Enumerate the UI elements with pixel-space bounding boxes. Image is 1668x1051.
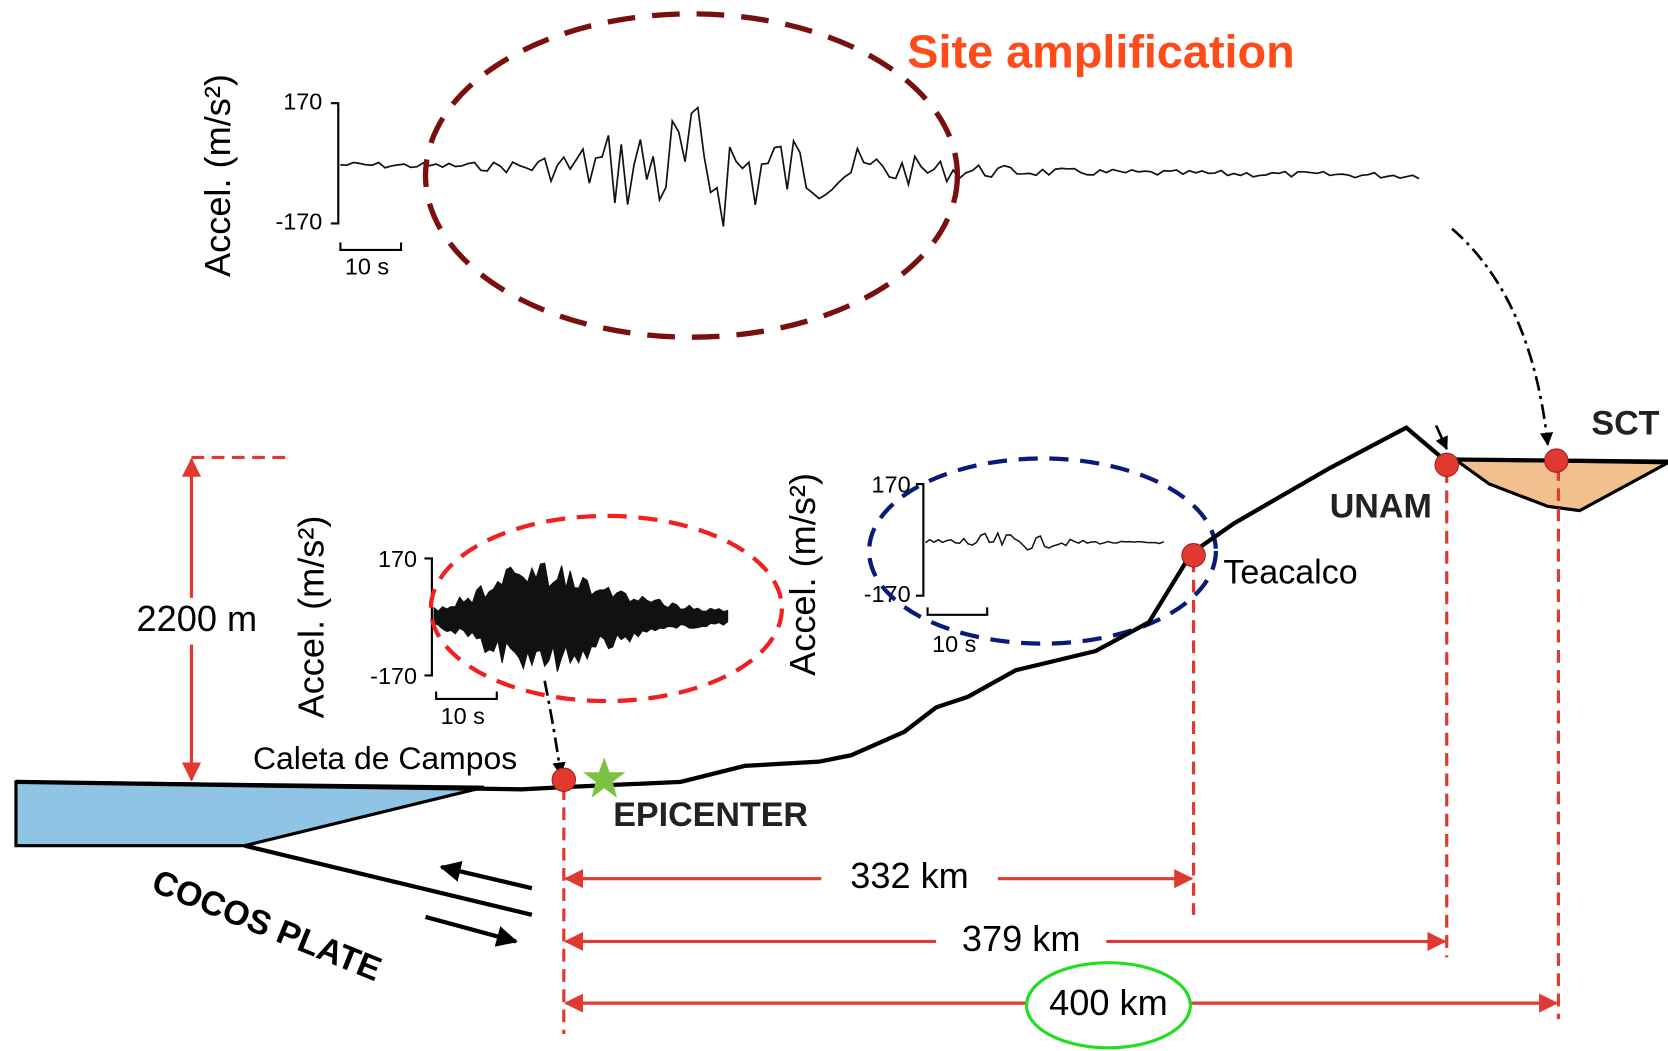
label-bg (117, 597, 266, 645)
y-label: Accel. (m/s²) (197, 74, 238, 277)
axis (424, 557, 498, 700)
y-label: Accel. (m/s²) (782, 473, 823, 676)
title: Site amplification (907, 26, 1294, 78)
station-marker (1181, 543, 1206, 568)
y-max: 170 (378, 546, 417, 572)
label-bg (821, 855, 998, 903)
label-bg (936, 918, 1107, 965)
seismogram: 170 -170 10 s Accel. (m/s²) (290, 513, 785, 729)
highlight-ellipse (428, 513, 785, 704)
ocean (14, 780, 485, 848)
motion-arrow (439, 860, 533, 891)
pointer-arrow (1451, 227, 1554, 446)
waveform (340, 105, 1420, 227)
station-label: Caleta de Campos (253, 740, 517, 776)
highlight-ellipse (866, 456, 1219, 646)
station-marker (1544, 448, 1569, 473)
station-marker (551, 767, 577, 792)
epicenter-star (582, 757, 626, 798)
height-label: 2200 m (136, 598, 257, 639)
distance-label: 332 km (850, 855, 969, 896)
distance-label: 400 km (1049, 982, 1168, 1023)
station-label: Teacalco (1223, 553, 1357, 591)
plate-label: COCOS PLATE (147, 863, 387, 989)
time-scale: 10 s (441, 703, 485, 729)
epicenter-label: EPICENTER (613, 796, 808, 834)
highlight-ellipse (422, 11, 961, 340)
distance-label: 379 km (962, 918, 1081, 959)
y-min: -170 (276, 209, 323, 235)
y-max: 170 (283, 88, 322, 114)
seismogram: 170 -170 10 s Accel. (m/s²) (782, 456, 1219, 676)
pointer-arrow (1434, 424, 1448, 451)
waveform (925, 531, 1165, 551)
plate-boundary (244, 843, 533, 917)
waveform (433, 562, 729, 672)
y-label: Accel. (m/s²) (290, 516, 331, 719)
highlight-ellipse (1024, 961, 1192, 1050)
axis (915, 482, 989, 616)
y-min: -170 (370, 663, 417, 689)
station-label: SCT (1591, 404, 1659, 442)
station-label: UNAM (1330, 487, 1432, 525)
station-marker (1434, 452, 1459, 478)
pointer-arrow (543, 680, 566, 776)
axis (330, 102, 403, 252)
time-scale: 10 s (345, 253, 389, 279)
seismogram: 170 -170 10 s Accel. (m/s²) (197, 11, 1420, 340)
motion-arrow (424, 914, 518, 947)
surface-profile (15, 425, 1668, 792)
